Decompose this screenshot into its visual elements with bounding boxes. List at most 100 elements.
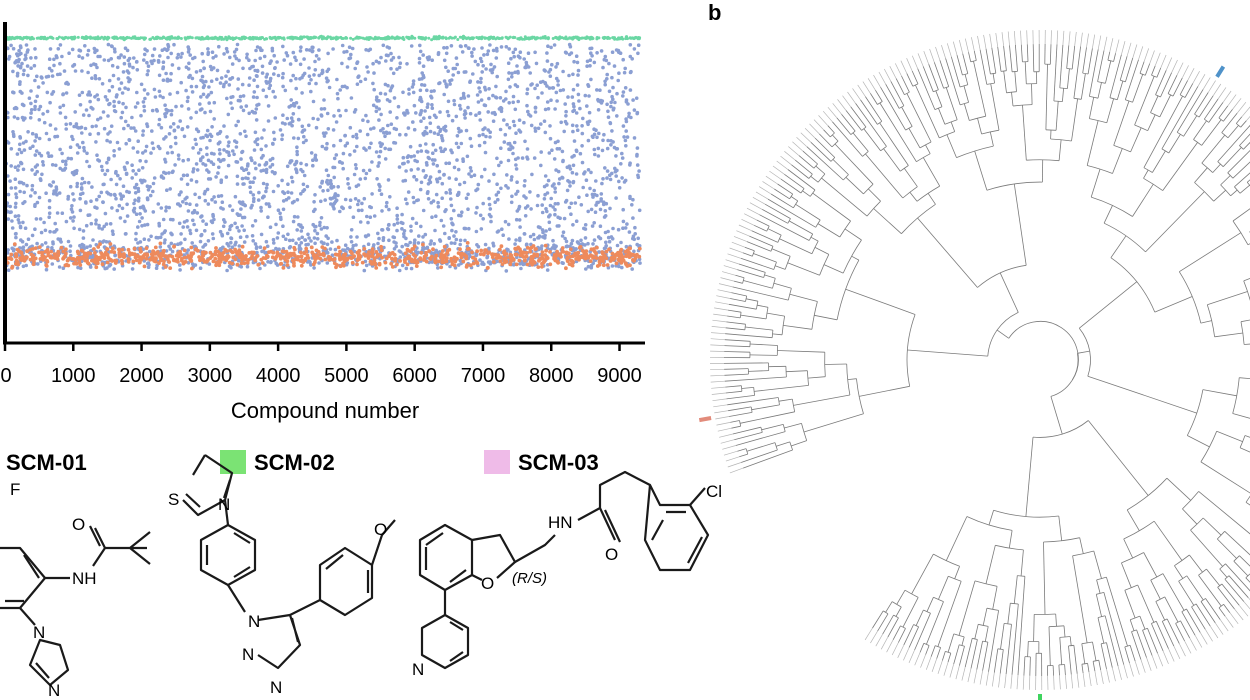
scatter-point xyxy=(30,233,35,238)
scatter-point xyxy=(329,182,334,186)
scatter-point xyxy=(567,205,572,210)
scatter-point xyxy=(246,171,251,176)
scatter-point xyxy=(48,100,52,105)
scatter-point xyxy=(225,231,230,236)
scatter-point xyxy=(353,66,358,71)
scatter-point xyxy=(34,133,38,137)
scatter-point xyxy=(25,183,29,188)
scatter-point xyxy=(205,128,210,133)
scatter-point xyxy=(243,129,247,134)
scatter-point xyxy=(634,96,639,100)
scatter-point xyxy=(606,138,610,143)
scatter-point xyxy=(586,168,591,172)
scatter-point xyxy=(201,219,205,223)
scatter-point xyxy=(464,128,469,133)
scatter-point xyxy=(142,58,146,62)
scatter-point xyxy=(351,243,356,248)
scatter-point xyxy=(296,136,301,141)
scatter-point xyxy=(269,59,273,63)
scatter-point xyxy=(420,71,425,75)
scatter-point xyxy=(117,87,122,91)
scatter-point-top xyxy=(249,37,253,41)
scatter-point xyxy=(591,242,595,246)
scatter-point xyxy=(623,138,628,143)
scatter-point xyxy=(262,54,267,59)
scatter-point xyxy=(203,229,207,233)
scatter-point xyxy=(431,162,436,166)
scatter-point xyxy=(301,73,306,78)
scatter-point xyxy=(504,97,508,101)
scatter-point-band xyxy=(285,263,290,267)
scatter-point xyxy=(75,143,80,147)
scatter-point xyxy=(294,167,298,171)
scatter-point xyxy=(80,56,85,60)
scatter-point xyxy=(188,202,192,206)
scatter-point xyxy=(516,99,520,104)
scatter-point xyxy=(71,64,75,68)
scatter-point-top xyxy=(523,35,527,39)
scatter-point xyxy=(458,44,463,48)
scatter-point xyxy=(422,133,426,137)
scatter-point xyxy=(227,83,232,87)
scatter-point xyxy=(506,158,511,163)
scatter-point xyxy=(504,89,508,94)
scatter-point xyxy=(384,266,388,271)
scatter-point xyxy=(87,180,91,185)
scatter-point xyxy=(491,119,496,123)
scatter-point xyxy=(21,245,26,249)
scatter-point xyxy=(66,194,71,199)
scatter-point xyxy=(134,182,139,187)
scatter-point xyxy=(309,263,313,267)
scatter-point xyxy=(217,157,221,162)
scatter-point xyxy=(423,232,428,237)
scatter-point xyxy=(336,185,341,189)
scatter-point xyxy=(110,63,115,68)
scatter-point xyxy=(391,55,396,60)
scatter-point xyxy=(409,229,413,233)
scatter-point xyxy=(26,130,30,134)
scatter-point xyxy=(481,64,486,68)
scatter-point xyxy=(401,155,406,160)
scatter-point-top xyxy=(305,35,309,39)
scatter-point xyxy=(150,108,155,113)
scatter-point xyxy=(61,266,66,271)
scatter-point xyxy=(545,209,549,214)
scatter-point xyxy=(222,124,226,128)
scatter-point xyxy=(326,188,330,193)
scatter-point xyxy=(72,226,76,231)
scatter-point xyxy=(69,207,74,211)
scatter-point-band xyxy=(338,249,342,254)
scatter-point xyxy=(366,242,371,246)
scatter-point xyxy=(606,115,611,119)
scatter-point xyxy=(378,149,383,154)
scatter-point-top xyxy=(194,36,198,40)
scatter-point-band xyxy=(299,263,304,268)
scatter-point xyxy=(504,269,509,273)
scatter-point xyxy=(81,113,86,117)
scatter-point xyxy=(632,136,637,140)
scatter-point xyxy=(568,44,573,49)
scatter-point-band xyxy=(345,256,349,261)
scatter-point xyxy=(200,74,205,79)
scatter-point xyxy=(47,198,52,203)
scatter-point xyxy=(579,203,584,207)
scatter-point xyxy=(517,218,522,222)
scatter-point xyxy=(16,214,21,218)
scatter-point xyxy=(499,160,503,165)
scatter-point-band xyxy=(447,247,452,252)
scatter-point xyxy=(518,225,522,229)
scatter-point xyxy=(479,174,484,179)
scatter-point xyxy=(16,64,20,68)
scatter-point xyxy=(593,192,597,197)
scatter-point xyxy=(270,170,275,174)
scatter-point xyxy=(405,108,409,113)
scatter-point xyxy=(102,126,107,131)
scatter-point xyxy=(388,147,393,152)
scatter-point-top xyxy=(227,35,231,39)
scatter-point xyxy=(21,264,26,269)
scatter-point xyxy=(341,166,346,171)
scatter-point xyxy=(435,179,440,184)
scatter-point xyxy=(483,150,488,155)
scatter-point xyxy=(421,64,426,68)
scatter-point xyxy=(234,123,238,128)
